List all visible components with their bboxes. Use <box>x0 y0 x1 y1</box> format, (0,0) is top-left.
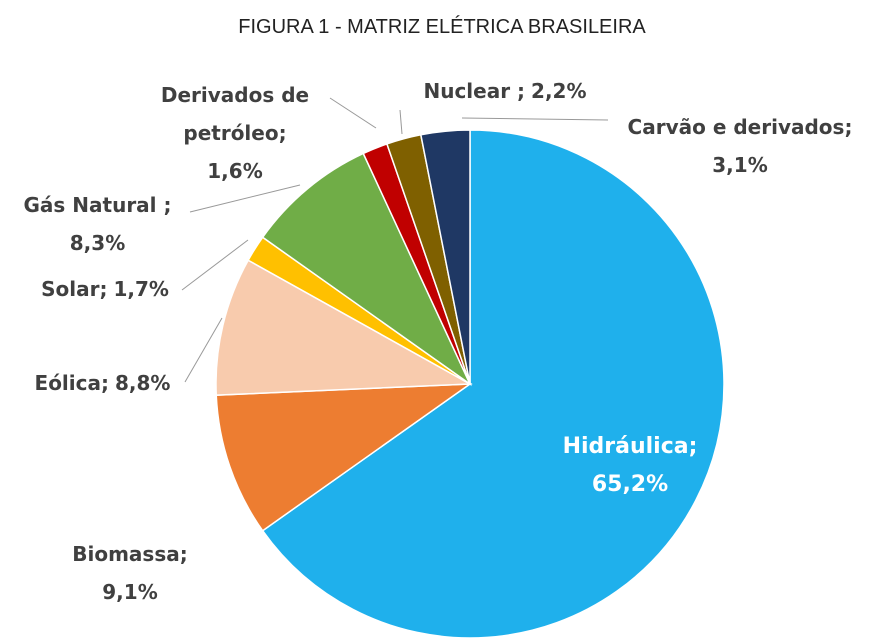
leader-line <box>189 184 301 213</box>
data-label: Hidráulica; 65,2% <box>520 428 740 504</box>
pie-slice <box>419 129 471 385</box>
value-label: 9,1% <box>102 580 158 604</box>
category-label: Gás Natural ; <box>23 193 172 217</box>
value-label: 65,2% <box>591 472 669 497</box>
value-label: 1,6% <box>207 159 263 183</box>
pie-slice <box>215 259 473 396</box>
category-label: Solar; <box>41 277 108 301</box>
leader-line <box>181 239 249 291</box>
data-label: Gás Natural ; 8,3% <box>0 186 195 262</box>
value-label: 2,2% <box>531 79 587 103</box>
data-label: Biomassa; 9,1% <box>55 535 205 611</box>
data-label: Nuclear ; 2,2% <box>395 72 615 110</box>
category-label: Nuclear ; <box>423 79 526 103</box>
leader-line <box>329 97 377 129</box>
data-label: Carvão e derivados; 3,1% <box>600 108 880 184</box>
category-label: Eólica; <box>34 371 109 395</box>
data-label: Derivados de petróleo; 1,6% <box>150 76 320 190</box>
leader-line <box>461 117 609 121</box>
value-label: 3,1% <box>712 153 768 177</box>
value-label: 8,8% <box>115 371 171 395</box>
leader-line <box>399 109 403 135</box>
category-label: Carvão e derivados; <box>627 115 853 139</box>
category-label: Derivados de petróleo; <box>160 83 310 145</box>
pie-slice <box>261 129 725 639</box>
data-label: Solar; 1,7% <box>20 270 190 308</box>
value-label: 1,7% <box>113 277 169 301</box>
value-label: 8,3% <box>69 231 126 255</box>
chart-title: FIGURA 1 - MATRIZ ELÉTRICA BRASILEIRA <box>238 16 646 38</box>
leader-line <box>184 317 223 383</box>
category-label: Biomassa; <box>72 542 188 566</box>
data-label: Eólica; 8,8% <box>10 364 195 402</box>
pie-slice <box>261 152 472 387</box>
category-label: Hidráulica; <box>562 434 698 459</box>
pie-slice <box>215 383 473 532</box>
